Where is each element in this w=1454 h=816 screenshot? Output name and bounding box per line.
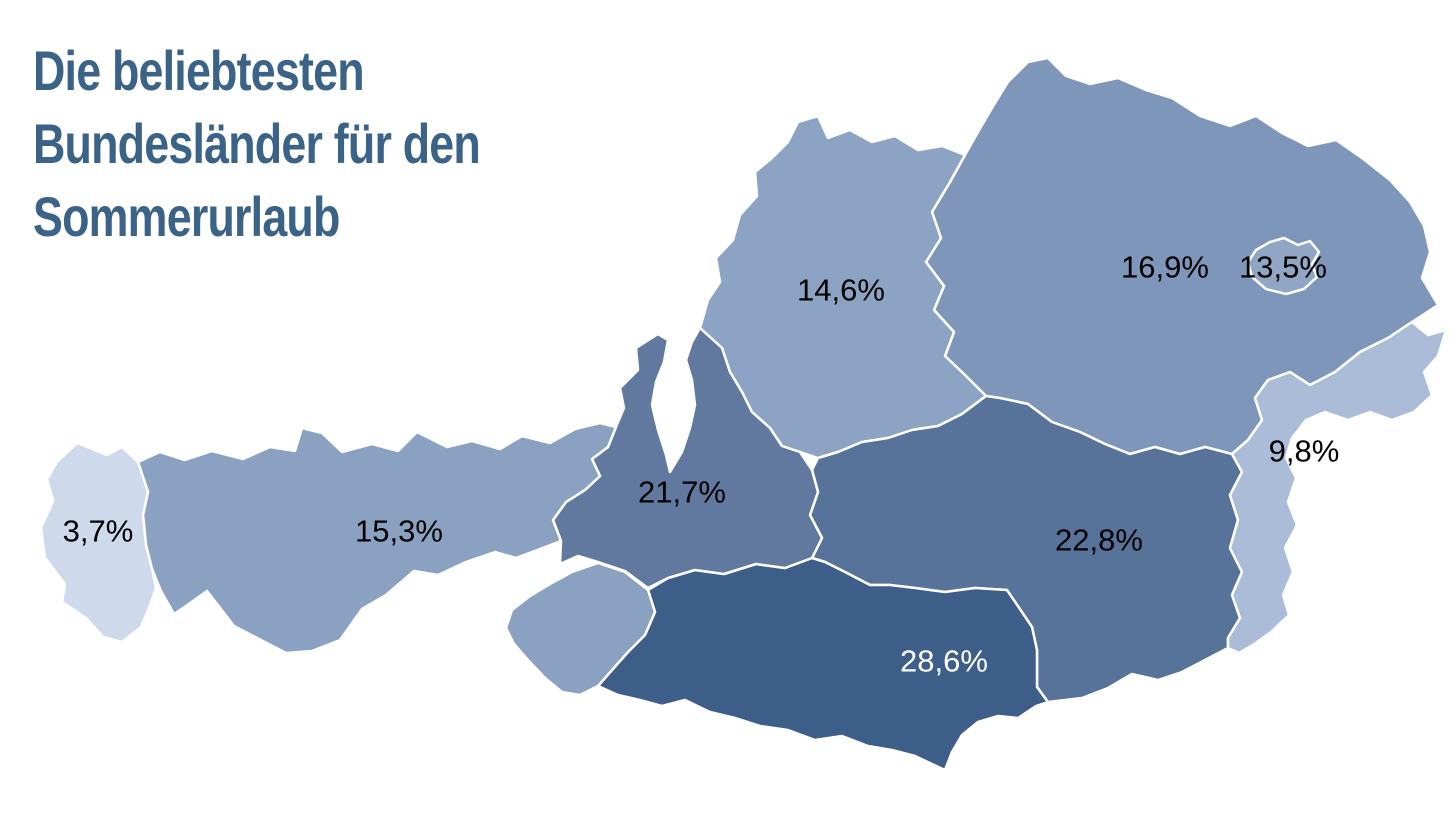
title-line-2: Bundesländer für den xyxy=(33,112,481,175)
region-vorarlberg[interactable] xyxy=(39,441,158,644)
label-oberoesterreich: 14,6% xyxy=(797,273,885,308)
region-kaernten[interactable] xyxy=(596,556,1050,772)
region-burgenland[interactable] xyxy=(1226,320,1448,655)
page-title: Die beliebtesten Bundesländer für den So… xyxy=(33,34,592,253)
label-niederoesterreich: 16,9% xyxy=(1121,250,1209,285)
label-tirol: 15,3% xyxy=(355,514,443,549)
label-steiermark: 22,8% xyxy=(1055,523,1143,558)
label-salzburg: 21,7% xyxy=(638,475,726,510)
title-line-1: Die beliebtesten xyxy=(33,39,365,102)
label-kaernten: 28,6% xyxy=(900,644,988,679)
title-line-3: Sommerurlaub xyxy=(33,185,340,248)
region-osttirol[interactable] xyxy=(504,561,657,697)
region-salzburg[interactable] xyxy=(551,326,824,590)
label-burgenland: 9,8% xyxy=(1269,434,1340,469)
region-tirol[interactable] xyxy=(136,421,618,655)
region-wien[interactable] xyxy=(1246,236,1321,296)
label-wien: 13,5% xyxy=(1239,250,1327,285)
label-vorarlberg: 3,7% xyxy=(63,514,134,549)
